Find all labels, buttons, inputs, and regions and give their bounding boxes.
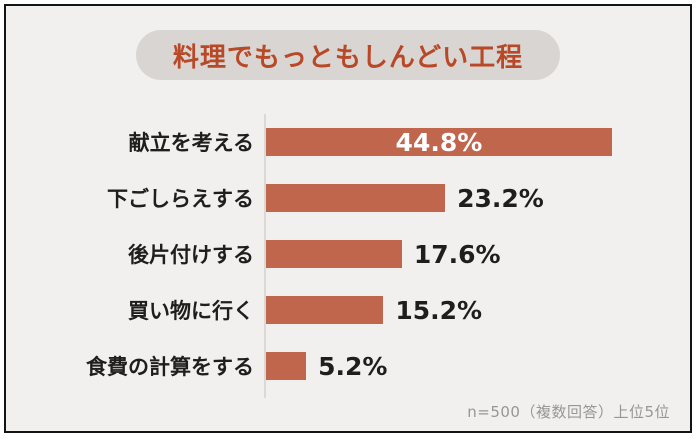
bar-area: 5.2%	[266, 352, 690, 381]
value-label: 44.8%	[395, 127, 483, 157]
bar-area: 23.2%	[266, 184, 690, 213]
bar-row: 後片付けする 17.6%	[6, 226, 690, 282]
title-pill: 料理でもっともしんどい工程	[136, 30, 560, 80]
bar-row: 食費の計算をする 5.2%	[6, 338, 690, 394]
category-label: 買い物に行く	[128, 299, 254, 323]
value-label: 15.2%	[395, 295, 483, 325]
bar-row: 買い物に行く 15.2%	[6, 282, 690, 338]
category-label: 食費の計算をする	[86, 355, 254, 379]
bar	[266, 240, 402, 268]
category-label: 献立を考える	[128, 131, 254, 155]
chart-title: 料理でもっともしんどい工程	[172, 42, 524, 73]
bar-chart: 献立を考える 44.8% 下ごしらえする 23.2% 後片付けする 17.6% …	[6, 114, 690, 400]
bar-area: 15.2%	[266, 296, 690, 325]
bar-area: 17.6%	[266, 240, 690, 269]
sample-size-note: n=500（複数回答）上位5位	[467, 403, 670, 421]
chart-card: 料理でもっともしんどい工程 献立を考える 44.8% 下ごしらえする 23.2%…	[4, 4, 692, 433]
bar-row: 献立を考える 44.8%	[6, 114, 690, 170]
bar	[266, 352, 307, 380]
axis-baseline	[264, 114, 266, 398]
value-label: 23.2%	[457, 183, 544, 213]
category-label: 後片付けする	[128, 243, 254, 267]
bar-area: 44.8%	[266, 127, 690, 157]
bar	[266, 296, 384, 324]
value-label: 5.2%	[318, 351, 388, 381]
bar: 44.8%	[266, 127, 612, 157]
bar-row: 下ごしらえする 23.2%	[6, 170, 690, 226]
category-label: 下ごしらえする	[107, 187, 254, 211]
bar	[266, 184, 446, 212]
value-label: 17.6%	[413, 239, 501, 269]
